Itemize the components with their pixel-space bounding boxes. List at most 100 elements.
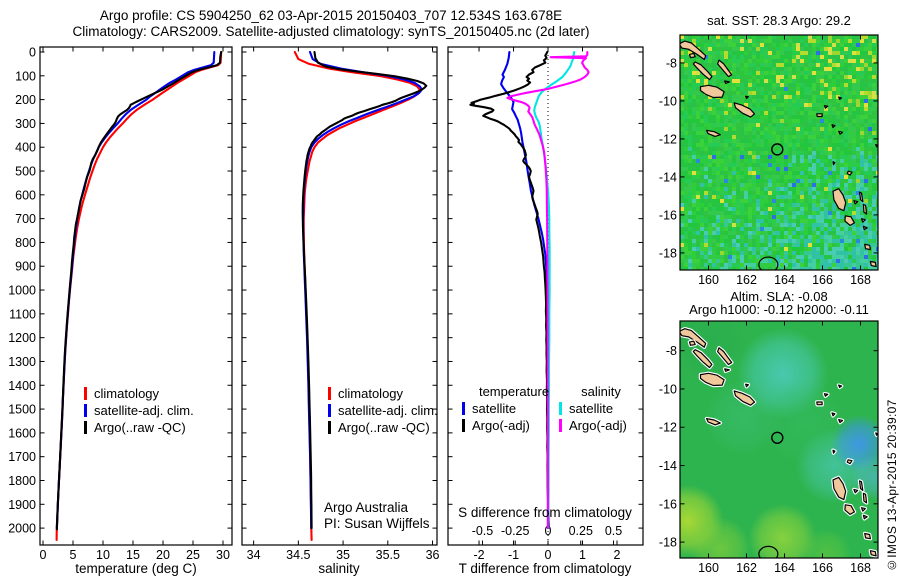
island-torres bbox=[832, 449, 836, 454]
svg-text:1200: 1200 bbox=[8, 331, 36, 345]
svg-text:0.25: 0.25 bbox=[569, 524, 593, 538]
svg-text:168: 168 bbox=[850, 561, 871, 575]
svg-text:166: 166 bbox=[812, 273, 833, 287]
island-makira bbox=[733, 390, 756, 406]
difference-profile-s-tick-labels: -0.5 -0.25 0 0.25 0.5 bbox=[472, 524, 622, 545]
svg-text:-10: -10 bbox=[659, 382, 677, 396]
svg-text:0: 0 bbox=[29, 45, 36, 59]
svg-text:20: 20 bbox=[156, 548, 170, 562]
island-utupua bbox=[831, 412, 836, 417]
svg-text:160: 160 bbox=[698, 561, 719, 575]
temperature-column-header: temperature bbox=[478, 384, 550, 399]
svg-text:-12: -12 bbox=[659, 421, 677, 435]
svg-text:0: 0 bbox=[545, 524, 552, 538]
svg-text:-8: -8 bbox=[666, 56, 677, 70]
svg-text:-10: -10 bbox=[659, 94, 677, 108]
island-banks bbox=[846, 459, 853, 465]
svg-text:2000: 2000 bbox=[8, 522, 36, 536]
salinity-profile-y-ticks bbox=[242, 51, 437, 529]
sla-map-field bbox=[680, 321, 878, 558]
island-torres bbox=[832, 161, 836, 166]
island-malaita bbox=[716, 347, 733, 366]
difference-profile-t-diff-satellite-curve bbox=[500, 50, 549, 530]
difference-profile-axes-box bbox=[447, 46, 644, 546]
svg-text:34: 34 bbox=[247, 548, 261, 562]
island-ambrym bbox=[860, 507, 866, 512]
temperature-profile-axes-box bbox=[39, 46, 233, 546]
island-banks bbox=[846, 170, 853, 176]
svg-text:1700: 1700 bbox=[8, 450, 36, 464]
sla-map-float-position-marker bbox=[771, 431, 784, 444]
svg-text:164: 164 bbox=[774, 561, 795, 575]
island-santa-cruz bbox=[816, 113, 823, 118]
svg-text:-16: -16 bbox=[659, 208, 677, 222]
island-ulawa bbox=[744, 95, 750, 100]
salinity-profile-argo-raw-curve bbox=[301, 50, 428, 530]
svg-text:160: 160 bbox=[698, 273, 719, 287]
temperature-profile-argo-raw-curve bbox=[55, 50, 223, 531]
island-maewo bbox=[858, 480, 864, 491]
svg-text:1600: 1600 bbox=[8, 426, 36, 440]
svg-text:500: 500 bbox=[15, 165, 36, 179]
island-malaita bbox=[716, 59, 733, 78]
sst-map-field bbox=[680, 35, 878, 270]
island-florida-islands bbox=[724, 80, 731, 85]
salinity-profile-climatology-curve bbox=[293, 50, 422, 542]
sst-map-islands bbox=[680, 40, 878, 268]
sla-map-title-line2: Argo h1000: -0.12 h2000: -0.11 bbox=[689, 302, 869, 317]
svg-text:0: 0 bbox=[545, 548, 552, 562]
sst-map-panel: 160 162 164 166 168 -8 -10 -12 -14 -16 -18 bbox=[659, 34, 879, 287]
island-epi bbox=[862, 514, 868, 520]
svg-text:36: 36 bbox=[426, 548, 440, 562]
reef-outline bbox=[758, 256, 779, 270]
legend-item-satellite-adj-clim: satellite-adj. clim. bbox=[84, 402, 194, 419]
svg-text:168: 168 bbox=[850, 273, 871, 287]
svg-text:164: 164 bbox=[774, 273, 795, 287]
climatology-color-swatch bbox=[328, 387, 331, 400]
argo-raw-color-swatch bbox=[328, 421, 331, 434]
island-malakula bbox=[844, 504, 856, 516]
island-epi bbox=[862, 225, 868, 231]
svg-text:-8: -8 bbox=[666, 344, 677, 358]
island-choiseul bbox=[680, 328, 707, 348]
svg-text:1900: 1900 bbox=[8, 498, 36, 512]
island-santa-isabel bbox=[692, 61, 713, 81]
island-espiritu-santo bbox=[832, 476, 847, 501]
reef-outline bbox=[758, 545, 779, 558]
svg-text:1000: 1000 bbox=[8, 284, 36, 298]
difference-profile-y-ticks bbox=[448, 51, 643, 529]
legend-item-t-argo-adj: Argo(-adj) bbox=[462, 417, 566, 434]
salinity-profile-x-ticks: 34 34.5 35 35.5 36 bbox=[247, 47, 440, 562]
svg-text:-2: -2 bbox=[473, 548, 484, 562]
sla-map-islands bbox=[680, 326, 878, 558]
island-pentecost bbox=[862, 492, 868, 504]
island-shortland bbox=[688, 52, 696, 59]
salinity-column-header: salinity bbox=[581, 384, 621, 399]
island-florida-islands bbox=[724, 368, 731, 372]
temperature-profile-climatology-curve bbox=[55, 50, 223, 542]
svg-text:0.5: 0.5 bbox=[605, 524, 622, 538]
sla-map-axes-box bbox=[679, 320, 879, 559]
svg-text:1400: 1400 bbox=[8, 379, 36, 393]
island-reef-islands bbox=[823, 105, 829, 109]
legend-item-climatology: climatology bbox=[328, 385, 438, 402]
svg-text:-16: -16 bbox=[659, 497, 677, 511]
island-ulawa bbox=[744, 383, 750, 388]
svg-text:900: 900 bbox=[15, 260, 36, 274]
island-duff bbox=[838, 384, 843, 388]
difference-profile-t-diff-argo-curve bbox=[469, 50, 551, 530]
temperature-profile-panel: 0100200300400500600700800900100011001200… bbox=[8, 45, 233, 562]
t-argo-adj-color-swatch bbox=[462, 419, 465, 432]
figure-title-line2: Climatology: CARS2009. Satellite-adjuste… bbox=[72, 24, 590, 39]
t-satellite-color-swatch bbox=[462, 402, 465, 415]
difference-profile-s-diff-satellite-curve bbox=[533, 50, 576, 530]
legend-item-argo-raw: Argo(..raw -QC) bbox=[328, 419, 438, 436]
sla-map-title-line1: Altim. SLA: -0.08 bbox=[730, 289, 828, 304]
svg-text:-0.25: -0.25 bbox=[501, 524, 530, 538]
project-name: Argo Australia bbox=[324, 500, 409, 515]
svg-text:200: 200 bbox=[15, 93, 36, 107]
svg-text:35.5: 35.5 bbox=[376, 548, 400, 562]
svg-text:400: 400 bbox=[15, 141, 36, 155]
argo-raw-color-swatch bbox=[84, 421, 87, 434]
salinity-profile-panel: 34 34.5 35 35.5 36 bbox=[241, 46, 440, 562]
